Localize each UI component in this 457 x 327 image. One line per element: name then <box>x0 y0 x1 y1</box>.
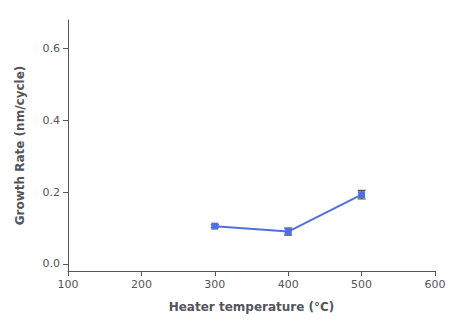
svg-text:Growth Rate (nm/cycle): Growth Rate (nm/cycle) <box>13 66 27 226</box>
svg-text:400: 400 <box>278 278 299 291</box>
svg-text:100: 100 <box>58 278 79 291</box>
svg-text:300: 300 <box>204 278 225 291</box>
svg-text:Heater temperature (°C): Heater temperature (°C) <box>169 300 335 314</box>
svg-text:0.0: 0.0 <box>43 257 61 270</box>
svg-text:200: 200 <box>131 278 152 291</box>
svg-text:600: 600 <box>425 278 446 291</box>
svg-text:0.6: 0.6 <box>43 42 61 55</box>
svg-text:500: 500 <box>351 278 372 291</box>
svg-text:0.4: 0.4 <box>43 114 61 127</box>
svg-text:0.2: 0.2 <box>43 186 61 199</box>
